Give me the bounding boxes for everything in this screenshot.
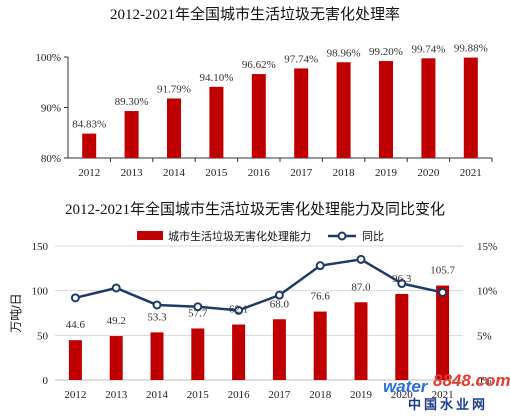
chart2-data-label: 87.0 (351, 281, 371, 293)
chart2-bar (272, 319, 286, 380)
chart2-yoy-line (75, 258, 443, 312)
chart2-title: 2012-2021年全国城市生活垃圾无害化处理能力及同比变化 (65, 200, 445, 218)
chart2-y2-tick-label: 15% (477, 241, 497, 253)
chart2-data-label: 105.7 (430, 265, 455, 277)
legend-label-capacity: 城市生活垃圾无害化处理能力 (168, 229, 311, 243)
chart2-x-tick-label: 2013 (105, 389, 128, 401)
chart1-x-tick-label: 2021 (460, 167, 482, 179)
chart2-bar (395, 293, 409, 380)
chart2-x-tick-label: 2019 (350, 389, 373, 401)
chart2-yoy-point (193, 302, 203, 312)
chart1-bar (421, 58, 436, 158)
chart2-x-tick-label: 2020 (391, 389, 414, 401)
chart2-bar (232, 324, 246, 380)
chart2-bar (109, 336, 123, 380)
chart2-bar (191, 328, 205, 380)
chart1-x-tick-label: 2014 (163, 167, 186, 179)
chart1-data-label: 84.83% (72, 119, 106, 131)
chart-treatment-capacity: 2012-2021年全国城市生活垃圾无害化处理能力及同比变化城市生活垃圾无害化处… (9, 200, 497, 401)
chart1-title: 2012-2021年全国城市生活垃圾无害化处理率 (110, 5, 400, 23)
chart1-data-label: 96.62% (242, 59, 276, 71)
chart1-data-label: 91.79% (157, 83, 191, 95)
legend-label-yoy: 同比 (362, 230, 384, 243)
chart1-bar (294, 68, 309, 158)
chart1-bar (463, 57, 478, 158)
chart2-yoy-point (438, 287, 448, 297)
chart1-data-label: 99.74% (411, 43, 445, 55)
chart2-yoy-point (315, 261, 325, 271)
chart2-y-tick-label: 150 (32, 241, 49, 253)
chart1-bar (209, 86, 224, 158)
watermark-text-right: 8848.com (433, 371, 510, 390)
chart1-x-tick-label: 2020 (417, 167, 440, 179)
chart2-y2-tick-label: 10% (477, 286, 497, 298)
chart2-yoy-point (397, 279, 407, 289)
chart2-data-label: 96.3 (392, 273, 412, 285)
chart1-data-label: 89.30% (115, 96, 149, 108)
chart2-yoy-point (356, 254, 366, 264)
chart1-bar (379, 61, 393, 158)
chart1-data-label: 99.20% (369, 46, 403, 58)
chart2-y-tick-label: 50 (37, 330, 49, 342)
watermark-text-bottom: 中国水业网 (408, 397, 488, 412)
chart2-y2-tick-label: 5% (477, 330, 492, 342)
chart2-bar (150, 332, 164, 380)
chart-treatment-rate: 2012-2021年全国城市生活垃圾无害化处理率 80% 90% 100% 2012 84… (35, 5, 493, 179)
chart2-data-label: 57.7 (188, 307, 208, 319)
chart2-x-tick-label: 2012 (64, 389, 86, 401)
chart1-x-tick-label: 2019 (375, 167, 398, 179)
chart1-bar (124, 111, 139, 158)
chart1-bar (82, 133, 97, 158)
chart1-x-tick-label: 2012 (78, 167, 100, 179)
chart1-data-label: 98.96% (327, 47, 361, 59)
chart1-data-label: 99.88% (454, 43, 488, 55)
chart2-yoy-point (234, 305, 244, 315)
chart2-yoy-point (111, 283, 121, 293)
chart2-x-tick-label: 2015 (187, 389, 210, 401)
chart2-x-tick-label: 2014 (146, 389, 169, 401)
chart2-data-label: 53.3 (147, 311, 167, 323)
chart2-data-label: 62.1 (229, 304, 248, 316)
chart1-bar (167, 98, 181, 158)
chart2-x-tick-label: 2018 (309, 389, 332, 401)
chart1-y-tick-label: 80% (41, 153, 61, 165)
chart2-y-tick-label: 100 (32, 286, 49, 298)
chart1-x-tick-label: 2015 (205, 167, 228, 179)
chart2-y2-tick-label: 0% (477, 375, 492, 387)
chart2-y-axis-label: 万吨/日 (9, 293, 23, 332)
chart2-bar (354, 302, 368, 380)
chart1-y-tick-label: 90% (41, 103, 61, 115)
chart1-x-tick-label: 2013 (121, 167, 144, 179)
watermark-text-left: water (383, 377, 429, 396)
chart1-bar (251, 74, 266, 158)
chart2-y-tick-label: 0 (43, 375, 49, 387)
chart1-x-tick-label: 2016 (248, 167, 271, 179)
chart2-x-tick-label: 2017 (268, 389, 291, 401)
chart2-bar (436, 285, 450, 380)
chart2-data-label: 68.0 (270, 298, 290, 310)
chart1-x-tick-label: 2018 (333, 167, 356, 179)
watermark: water 8848.com 中国水业网 (383, 371, 510, 412)
chart2-yoy-point (274, 290, 284, 300)
chart2-x-tick-label: 2016 (228, 389, 251, 401)
chart1-x-tick-label: 2017 (290, 167, 313, 179)
chart1-bar (336, 62, 351, 158)
chart2-yoy-point (152, 300, 162, 310)
chart2-data-label: 76.6 (311, 291, 331, 303)
legend-swatch-capacity (137, 231, 163, 240)
chart2-bar (68, 340, 82, 380)
chart2-bar (313, 311, 327, 380)
legend-swatch-yoy-marker (337, 231, 347, 241)
chart2-data-label: 44.6 (66, 319, 86, 331)
chart1-data-label: 94.10% (199, 72, 233, 84)
chart1-data-label: 97.74% (284, 53, 318, 65)
chart1-y-tick-label: 100% (35, 52, 61, 64)
chart2-data-label: 49.2 (107, 315, 126, 327)
chart2-x-tick-label: 2021 (432, 389, 454, 401)
chart2-yoy-point (70, 293, 80, 303)
